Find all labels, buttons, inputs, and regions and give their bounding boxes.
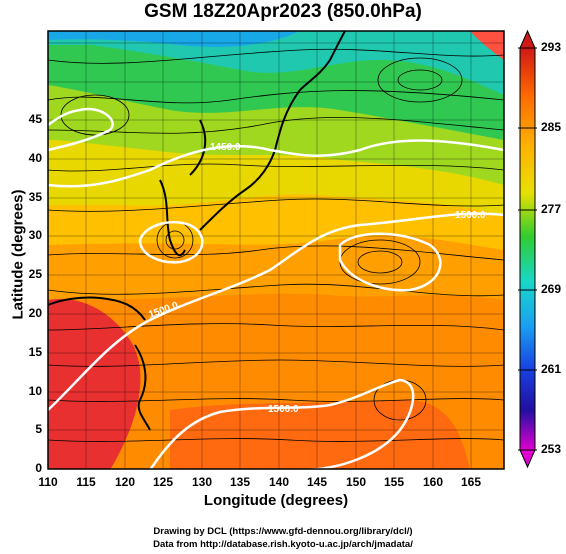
colorbar-tick-285: 285 <box>541 120 562 134</box>
y-axis-label: Latitude (degrees) <box>9 189 27 320</box>
colorbar <box>518 29 537 469</box>
y-tick-20: 20 <box>28 306 42 320</box>
y-tick-0: 0 <box>35 461 42 475</box>
temperature-field <box>48 31 504 469</box>
x-tick-160: 160 <box>422 475 444 489</box>
streamlines <box>48 48 504 442</box>
x-tick-110: 110 <box>38 475 58 489</box>
colorbar-tick-261: 261 <box>541 362 562 376</box>
height-contours <box>48 107 504 469</box>
x-tick-125: 125 <box>152 475 174 489</box>
contour-label-1500-c: 1500.0 <box>455 210 486 221</box>
x-tick-150: 150 <box>345 475 367 489</box>
contour-label-1450: 1450.0 <box>210 142 241 153</box>
credit-drawing: Drawing by DCL (https://www.gfd-dennou.o… <box>153 526 413 537</box>
x-tick-165: 165 <box>460 475 482 489</box>
x-tick-145: 145 <box>306 475 328 489</box>
y-tick-25: 25 <box>28 267 42 281</box>
coastlines <box>48 31 346 431</box>
map-title: GSM 18Z20Apr2023 (850.0hPa) <box>144 1 422 22</box>
x-tick-130: 130 <box>191 475 213 489</box>
colorbar-tick-293: 293 <box>541 40 562 54</box>
y-tick-30: 30 <box>28 228 42 242</box>
colorbar-tick-269: 269 <box>541 282 562 296</box>
x-tick-155: 155 <box>383 475 405 489</box>
graticule <box>48 31 504 469</box>
y-tick-45: 45 <box>28 112 42 126</box>
x-tick-135: 135 <box>229 475 251 489</box>
colorbar-tick-277: 277 <box>541 202 562 216</box>
contour-label-1500: 1500.0 <box>268 404 299 415</box>
x-tick-140: 140 <box>268 475 290 489</box>
y-tick-40: 40 <box>28 151 42 165</box>
x-tick-115: 115 <box>76 475 96 489</box>
y-tick-15: 15 <box>28 345 42 359</box>
colorbar-tick-253: 253 <box>541 442 562 456</box>
x-tick-120: 120 <box>114 475 136 489</box>
y-tick-35: 35 <box>28 190 42 204</box>
y-tick-10: 10 <box>28 384 42 398</box>
x-axis-label: Longitude (degrees) <box>203 492 349 509</box>
credit-data: Data from http://database.rish.kyoto-u.a… <box>153 539 413 550</box>
y-tick-5: 5 <box>35 422 42 436</box>
plot-frame <box>47 30 505 470</box>
